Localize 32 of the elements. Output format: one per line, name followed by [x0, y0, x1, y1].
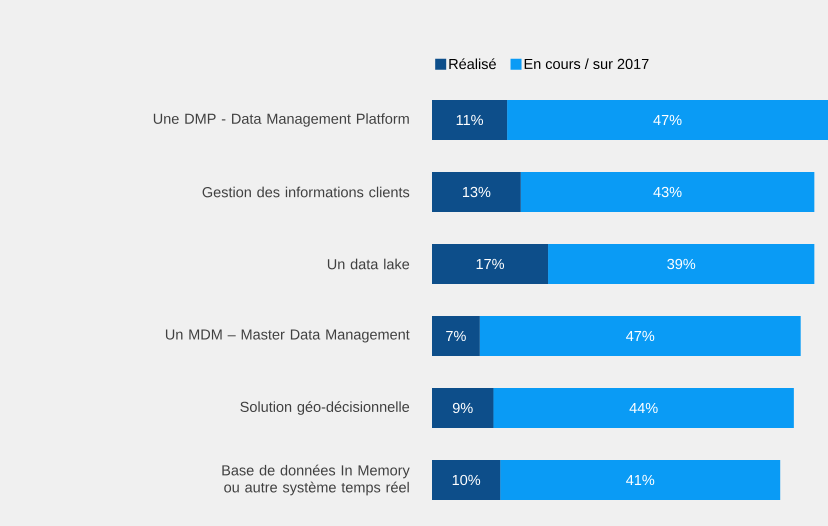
bar	[500, 460, 780, 500]
bar	[507, 100, 828, 140]
data-label: 47%	[626, 330, 654, 342]
bar	[493, 388, 794, 428]
data-label: 44%	[629, 402, 658, 414]
data-label: 9%	[452, 402, 473, 414]
bar	[480, 316, 801, 356]
bar	[432, 460, 500, 500]
data-label: 7%	[446, 330, 466, 342]
y-tick-label: Solution géo-décisionnelle	[240, 401, 410, 415]
y-tick-label: Un data lake	[328, 258, 410, 270]
data-label: 17%	[476, 258, 504, 270]
bar	[520, 172, 814, 212]
data-label: 41%	[626, 474, 654, 486]
legend-label: En cours / sur 2017	[524, 58, 648, 70]
data-label: 43%	[653, 186, 682, 198]
data-label: 47%	[653, 114, 682, 126]
bar	[548, 244, 814, 284]
data-label: 11%	[456, 114, 484, 126]
bar	[432, 316, 480, 356]
y-tick-label: Une DMP - Data Management Platform	[154, 113, 409, 127]
bar	[432, 244, 548, 284]
bar	[432, 388, 494, 428]
y-tick-label: Base de données In Memory ou autre système temps réel	[222, 464, 410, 496]
legend-label: Réalisé	[449, 58, 496, 70]
data-label: 39%	[667, 258, 696, 270]
y-tick-label: Gestion des informations clients	[202, 186, 410, 198]
bar	[432, 172, 521, 212]
bar	[432, 100, 508, 140]
y-tick-label: Un MDM – Master Data Management	[166, 330, 410, 342]
data-label: 10%	[452, 474, 480, 486]
data-label: 13%	[462, 186, 490, 198]
